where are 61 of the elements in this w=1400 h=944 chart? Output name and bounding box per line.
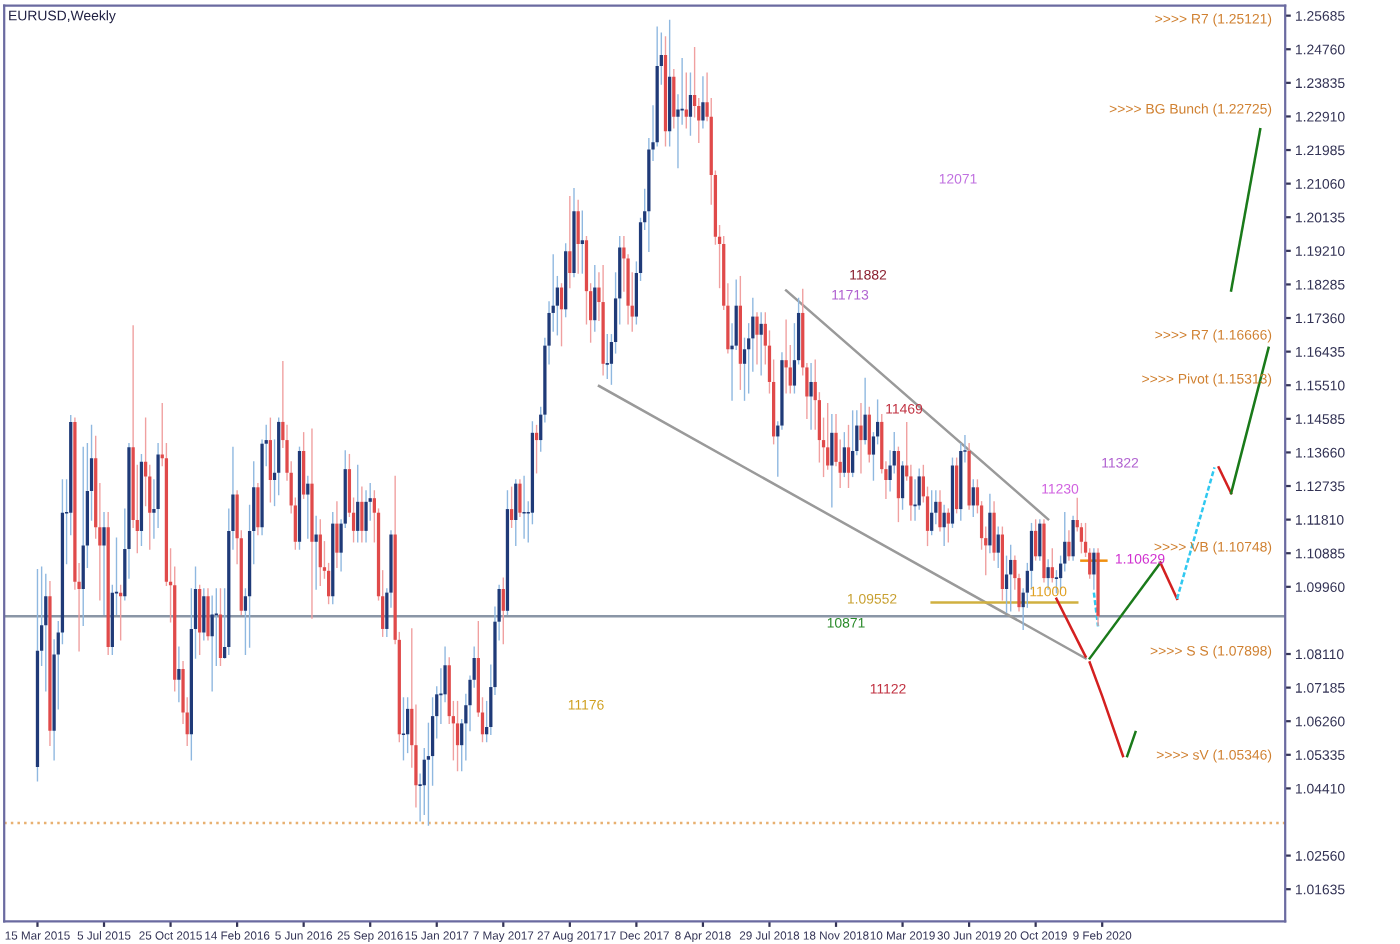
candlestick <box>206 588 210 641</box>
candlestick <box>102 512 106 616</box>
candlestick <box>360 486 364 543</box>
candlestick <box>672 68 676 129</box>
candlestick <box>784 319 788 394</box>
candlestick <box>218 588 223 666</box>
candlestick <box>900 461 905 510</box>
candlestick <box>846 424 851 488</box>
candlestick <box>1071 515 1075 561</box>
candlestick <box>256 482 260 536</box>
candlestick <box>755 312 759 365</box>
candlestick <box>364 490 368 543</box>
candlestick <box>268 417 273 503</box>
candlestick <box>701 76 705 129</box>
candlestick <box>946 508 950 543</box>
candlestick <box>406 697 410 754</box>
candlestick <box>1092 548 1096 590</box>
candlestick <box>1050 548 1054 583</box>
candlestick <box>302 432 306 499</box>
candlestick <box>455 700 460 772</box>
candlestick <box>580 210 584 274</box>
candlestick <box>851 410 855 478</box>
candlestick <box>81 446 85 627</box>
candlestick <box>210 595 214 692</box>
candlestick <box>1067 530 1071 561</box>
candlestick <box>826 403 830 470</box>
candlestick <box>514 479 518 547</box>
candlestick <box>335 501 339 568</box>
candlestick <box>318 519 322 587</box>
candlestick <box>896 446 901 523</box>
candlestick <box>518 479 522 518</box>
candlestick <box>314 515 318 590</box>
candlestick <box>996 526 1000 568</box>
candlestick <box>859 403 863 474</box>
candlestick <box>202 588 206 641</box>
candlestick <box>576 199 580 274</box>
candlestick <box>863 377 867 445</box>
candlestick <box>688 72 693 136</box>
candlestick <box>809 363 813 430</box>
candlestick <box>992 501 996 561</box>
candlestick <box>867 406 871 463</box>
candlestick <box>971 479 975 518</box>
candlestick <box>938 490 942 532</box>
candlestick <box>930 490 934 536</box>
candlestick <box>177 646 181 703</box>
candlestick <box>198 584 202 656</box>
candlestick <box>1038 519 1042 561</box>
candlestick <box>988 493 992 554</box>
candlestick <box>568 196 572 289</box>
candlestick <box>1046 559 1050 590</box>
candlestick <box>44 573 48 692</box>
candlestick <box>509 486 514 528</box>
candlestick <box>830 413 834 508</box>
candlestick <box>1034 519 1038 561</box>
candlestick <box>842 432 846 478</box>
candlestick <box>306 475 310 539</box>
candlestick <box>356 464 360 543</box>
candlestick <box>501 577 505 645</box>
candlestick <box>593 265 597 332</box>
candlestick <box>759 312 763 376</box>
candlestick <box>955 457 959 514</box>
